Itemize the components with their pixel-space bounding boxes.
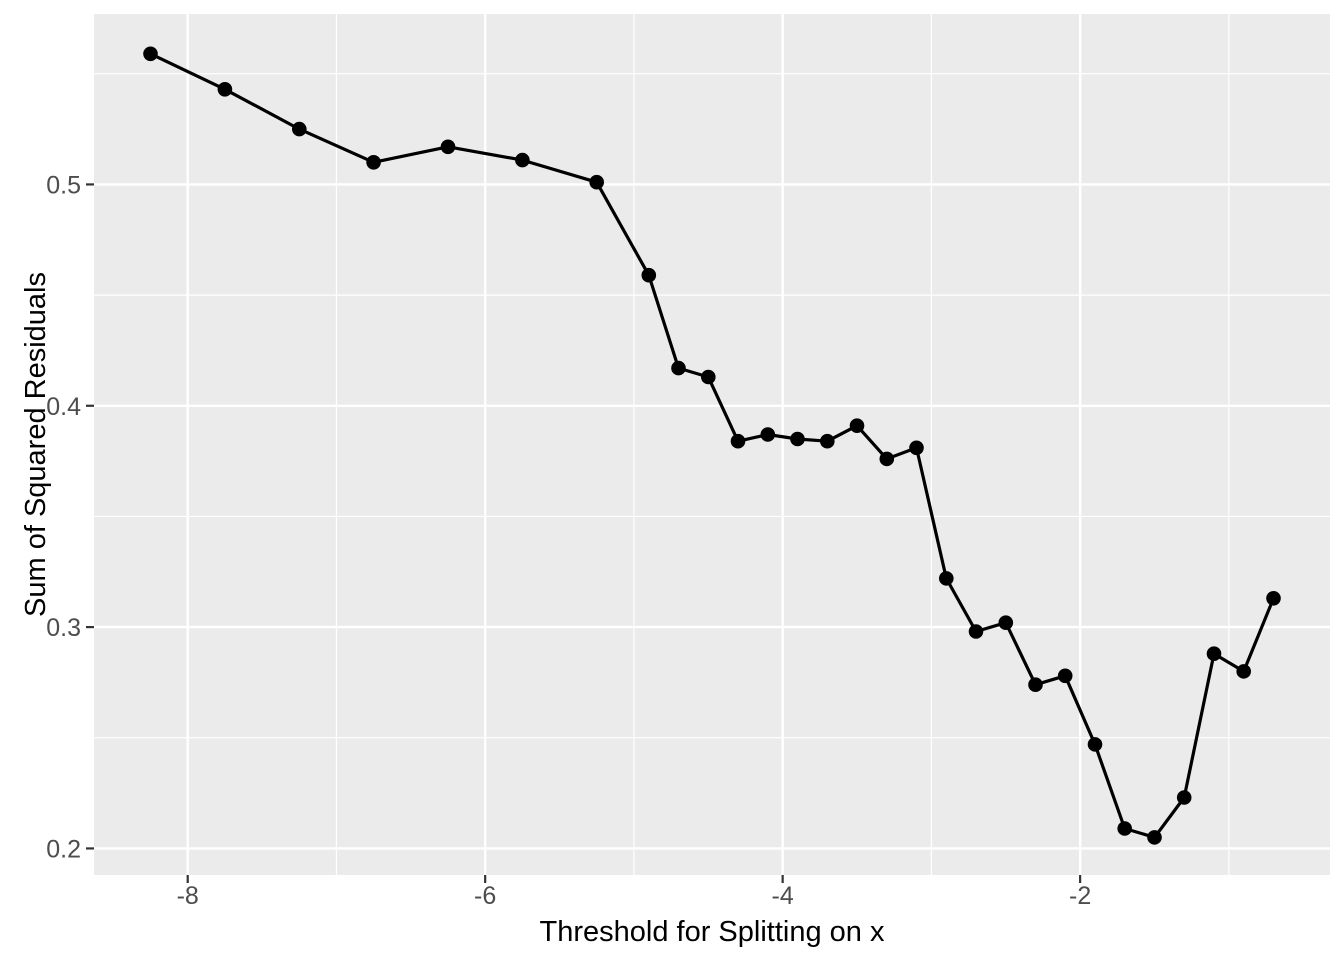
data-point	[790, 431, 805, 447]
data-point	[143, 46, 158, 62]
data-point	[909, 440, 924, 456]
data-point	[671, 360, 686, 376]
data-point	[589, 174, 604, 190]
x-tick-label: -6	[474, 882, 496, 910]
data-point	[292, 121, 307, 137]
major-gridlines	[94, 14, 1330, 875]
data-point	[641, 267, 657, 283]
y-tick-label: 0.2	[46, 835, 81, 863]
data-point	[1087, 737, 1103, 752]
data-point	[730, 433, 746, 449]
data-point	[820, 433, 835, 449]
data-point	[1147, 830, 1162, 845]
data-point	[515, 152, 530, 168]
data-point	[217, 82, 233, 97]
plot-panel	[94, 14, 1330, 875]
data-point	[1117, 821, 1132, 836]
data-point	[1057, 668, 1073, 684]
data-point	[366, 155, 381, 170]
data-points	[143, 46, 1281, 845]
data-point	[760, 427, 776, 442]
data-point	[879, 451, 895, 467]
data-point	[968, 624, 984, 639]
y-tick-label: 0.5	[46, 171, 81, 199]
data-point	[701, 369, 716, 385]
data-point	[440, 139, 456, 155]
y-tick-label: 0.3	[46, 614, 81, 642]
x-tick-label: -8	[177, 882, 199, 910]
x-tick-label: -4	[772, 882, 794, 910]
x-axis-title: Threshold for Splitting on x	[540, 916, 885, 948]
data-point	[1266, 591, 1281, 606]
data-point	[1206, 646, 1222, 661]
y-axis-title: Sum of Squared Residuals	[20, 272, 52, 617]
data-point	[849, 418, 865, 434]
data-point	[1028, 677, 1043, 692]
x-tick-label: -2	[1069, 882, 1091, 910]
y-tick-label: 0.4	[46, 393, 81, 421]
data-point	[939, 571, 954, 586]
data-point	[998, 615, 1014, 630]
data-point	[1236, 664, 1251, 679]
minor-gridlines	[94, 14, 1330, 875]
data-point	[1176, 790, 1192, 805]
y-axis: 0.2 0.3 0.4 0.5	[46, 171, 94, 863]
x-axis: -8 -6 -4 -2	[177, 875, 1091, 910]
